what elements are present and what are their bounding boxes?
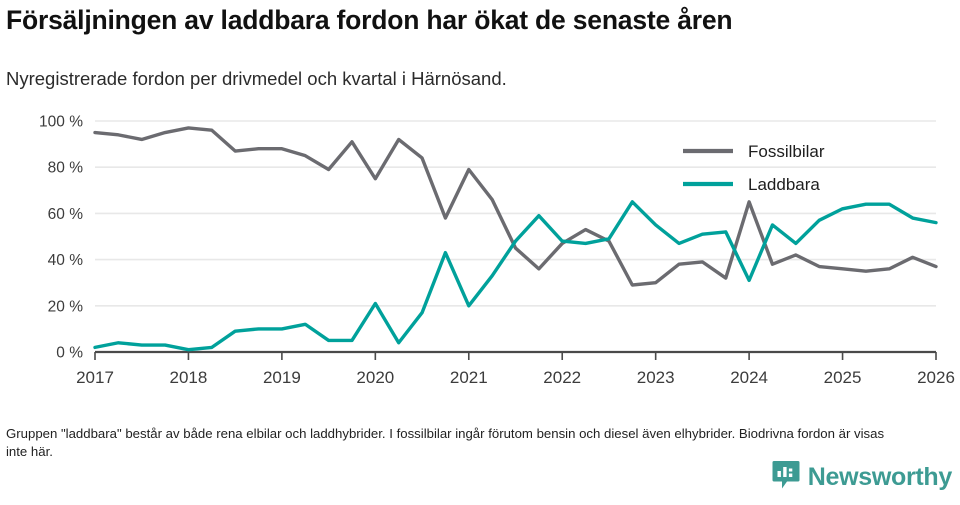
legend-label-fossilbilar: Fossilbilar (748, 142, 825, 161)
x-axis-tick-label: 2023 (637, 368, 675, 387)
x-axis-tick-label: 2018 (170, 368, 208, 387)
x-axis-tick-label: 2024 (730, 368, 768, 387)
x-axis-tick-label: 2017 (76, 368, 114, 387)
page-subtitle: Nyregistrerade fordon per drivmedel och … (6, 68, 507, 89)
y-axis-tick-label: 80 % (48, 160, 84, 177)
page-title: Försäljningen av laddbara fordon har öka… (6, 5, 733, 35)
y-axis-tick-label: 40 % (48, 252, 84, 269)
chart-legend: Fossilbilar Laddbara (683, 142, 825, 194)
y-axis-tick-label: 100 % (39, 114, 83, 131)
x-axis-tick-label: 2019 (263, 368, 301, 387)
chart-container: 0 % 20 % 40 % 60 % 80 % 100 % 2017 2018 2019 2020… (0, 105, 960, 405)
x-axis-tick-label: 2020 (356, 368, 394, 387)
newsworthy-logo: Newsworthy (772, 460, 952, 495)
bar-chart-speech-bubble-icon (772, 460, 800, 495)
chart-footnote: Gruppen "laddbara" består av både rena e… (6, 426, 885, 459)
legend-label-laddbara: Laddbara (748, 175, 820, 194)
y-axis-tick-label: 60 % (48, 206, 84, 223)
line-chart: 0 % 20 % 40 % 60 % 80 % 100 % 2017 2018 2019 2020… (39, 114, 955, 388)
y-axis-tick-label: 20 % (48, 298, 84, 315)
x-axis-tick-label: 2025 (824, 368, 862, 387)
x-axis-tick-label: 2021 (450, 368, 488, 387)
brand-name: Newsworthy (807, 463, 953, 491)
series-line-fossilbilar (93, 126, 938, 287)
x-axis-tick-label: 2022 (543, 368, 581, 387)
series-line-laddbara (93, 200, 938, 352)
y-axis-tick-label: 0 % (56, 345, 83, 362)
x-axis-tick-label: 2026 (917, 368, 955, 387)
